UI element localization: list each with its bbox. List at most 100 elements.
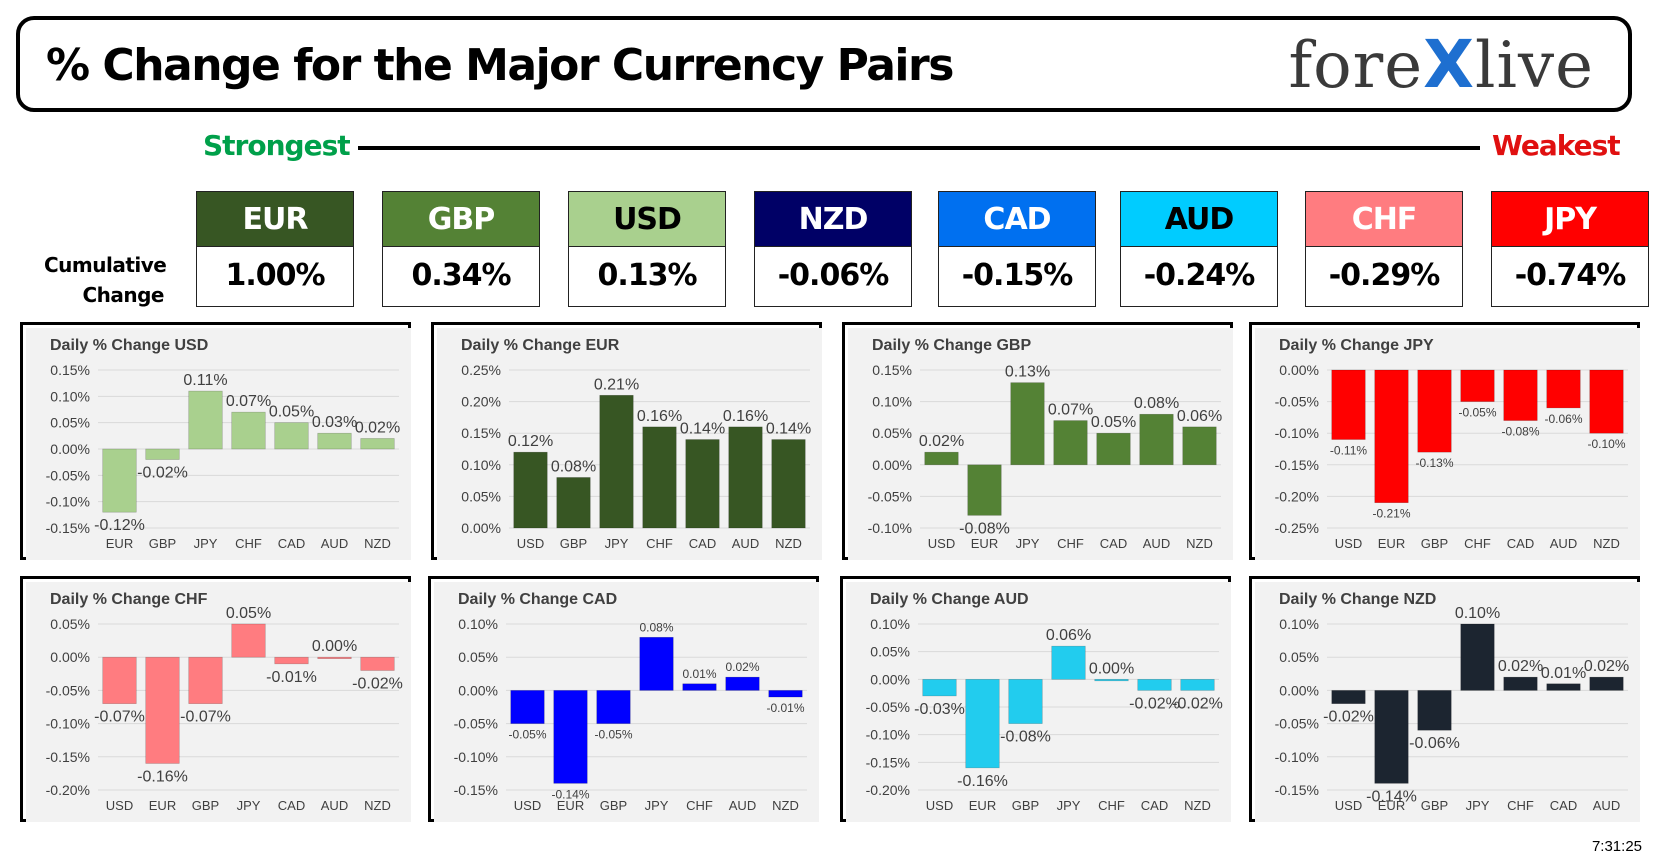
currency-box-gbp: GBP 0.34% [382, 191, 540, 309]
bar-eur [1374, 690, 1409, 784]
x-tick-label: USD [1335, 536, 1362, 551]
chart-panel-6: Daily % Change CAD 0.10% 0.05% 0.00% -0.05% -… [428, 576, 819, 822]
logo-text-left: fore [1288, 29, 1424, 103]
data-label: -0.02% [1129, 695, 1180, 712]
cumulative-change-value: -0.29% [1305, 247, 1463, 307]
y-tick-label: 0.25% [461, 362, 501, 378]
currency-box-cad: CAD -0.15% [938, 191, 1096, 309]
bar-chart: Daily % Change CHF 0.05% 0.00% -0.05% -0.10%… [26, 582, 411, 822]
currency-box-eur: EUR 1.00% [196, 191, 354, 309]
y-tick-label: 0.15% [461, 425, 501, 441]
data-label: -0.13% [1415, 456, 1453, 470]
bar-nzd [768, 690, 803, 698]
bar-chart: Daily % Change EUR 0.25% 0.20% 0.15% 0.10% 0.… [437, 328, 822, 560]
bar-chart: Daily % Change JPY 0.00% -0.05% -0.10% -0.15… [1255, 328, 1640, 560]
data-label: 0.12% [508, 433, 553, 450]
x-tick-label: JPY [1466, 798, 1490, 813]
y-tick-label: 0.05% [1279, 649, 1319, 665]
bar-aud [725, 676, 760, 691]
data-label: 0.02% [1584, 658, 1629, 675]
x-tick-label: EUR [1378, 798, 1405, 813]
y-tick-label: 0.15% [872, 362, 912, 378]
data-label: 0.07% [1048, 402, 1093, 419]
bar-jpy [1460, 623, 1495, 691]
y-tick-label: 0.20% [461, 394, 501, 410]
y-tick-label: 0.10% [458, 616, 498, 632]
x-tick-label: CAD [1100, 536, 1127, 551]
x-tick-label: NZD [364, 536, 391, 551]
x-tick-label: AUD [321, 798, 348, 813]
cumulative-change-label: Cumulative Change [44, 253, 167, 307]
y-tick-label: -0.15% [866, 754, 910, 770]
bar-nzd [360, 656, 395, 671]
cumulative-change-value: -0.74% [1491, 247, 1649, 307]
y-tick-label: 0.00% [872, 457, 912, 473]
bar-eur [145, 656, 180, 764]
chart-panel-1: Daily % Change USD 0.15% 0.10% 0.05% 0.00% -0… [20, 322, 411, 560]
y-tick-label: 0.05% [461, 488, 501, 504]
data-label: 0.01% [1541, 665, 1586, 682]
currency-box-jpy: JPY -0.74% [1491, 191, 1649, 309]
x-tick-label: JPY [1016, 536, 1040, 551]
x-tick-label: AUD [732, 536, 759, 551]
currency-code: GBP [382, 191, 540, 247]
chart-panel-2: Daily % Change EUR 0.25% 0.20% 0.15% 0.10% 0.… [431, 322, 822, 560]
y-tick-label: -0.25% [1275, 520, 1319, 536]
y-tick-label: 0.00% [1279, 682, 1319, 698]
data-label: -0.16% [137, 768, 188, 785]
chart-title: Daily % Change CAD [458, 591, 617, 608]
bar-jpy [1010, 382, 1045, 466]
currency-code: NZD [754, 191, 912, 247]
x-tick-label: NZD [1186, 536, 1213, 551]
bar-gbp [1417, 369, 1452, 453]
x-tick-label: CHF [1057, 536, 1084, 551]
x-tick-label: AUD [1593, 798, 1620, 813]
data-label: 0.03% [312, 414, 357, 431]
cumulative-change-value: 0.13% [568, 247, 726, 307]
data-label: -0.01% [266, 669, 317, 686]
bar-usd [922, 679, 957, 697]
chart-title: Daily % Change EUR [461, 337, 620, 354]
x-tick-label: AUD [729, 798, 756, 813]
data-label: 0.08% [551, 458, 596, 475]
x-tick-label: GBP [149, 536, 176, 551]
y-tick-label: -0.20% [46, 782, 90, 798]
x-tick-label: CHF [235, 536, 262, 551]
cumulative-change-value: -0.15% [938, 247, 1096, 307]
bar-eur [967, 464, 1002, 516]
bar-usd [513, 451, 548, 529]
strength-scale-line [358, 146, 1480, 150]
bar-jpy [231, 623, 266, 658]
data-label: 0.14% [766, 421, 811, 438]
y-tick-label: -0.15% [1275, 782, 1319, 798]
chart-title: Daily % Change CHF [50, 591, 208, 608]
bar-nzd [771, 439, 806, 529]
cumulative-change-value: -0.24% [1120, 247, 1278, 307]
data-label: -0.14% [1366, 788, 1417, 805]
bar-nzd [1182, 426, 1217, 466]
bar-usd [510, 690, 545, 724]
data-label: 0.08% [1134, 395, 1179, 412]
bar-nzd [1180, 679, 1215, 691]
bar-gbp [145, 448, 180, 460]
x-tick-label: NZD [772, 798, 799, 813]
data-label: 0.02% [919, 433, 964, 450]
bar-cad [274, 422, 309, 450]
data-label: 0.08% [639, 620, 673, 634]
bar-chf [1460, 369, 1495, 402]
y-tick-label: -0.05% [866, 699, 910, 715]
strongest-label: Strongest [203, 129, 351, 162]
y-tick-label: -0.05% [46, 467, 90, 483]
bar-cad [1137, 679, 1172, 691]
data-label: -0.08% [959, 520, 1010, 537]
y-tick-label: -0.05% [1275, 394, 1319, 410]
bar-eur [553, 690, 588, 784]
data-label: 0.02% [1498, 658, 1543, 675]
x-tick-label: USD [1335, 798, 1362, 813]
data-label: 0.10% [1455, 605, 1500, 622]
bar-cad [1546, 683, 1581, 691]
y-tick-label: 0.10% [872, 394, 912, 410]
data-label: 0.16% [723, 408, 768, 425]
x-tick-label: CAD [1550, 798, 1577, 813]
x-tick-label: JPY [237, 798, 261, 813]
